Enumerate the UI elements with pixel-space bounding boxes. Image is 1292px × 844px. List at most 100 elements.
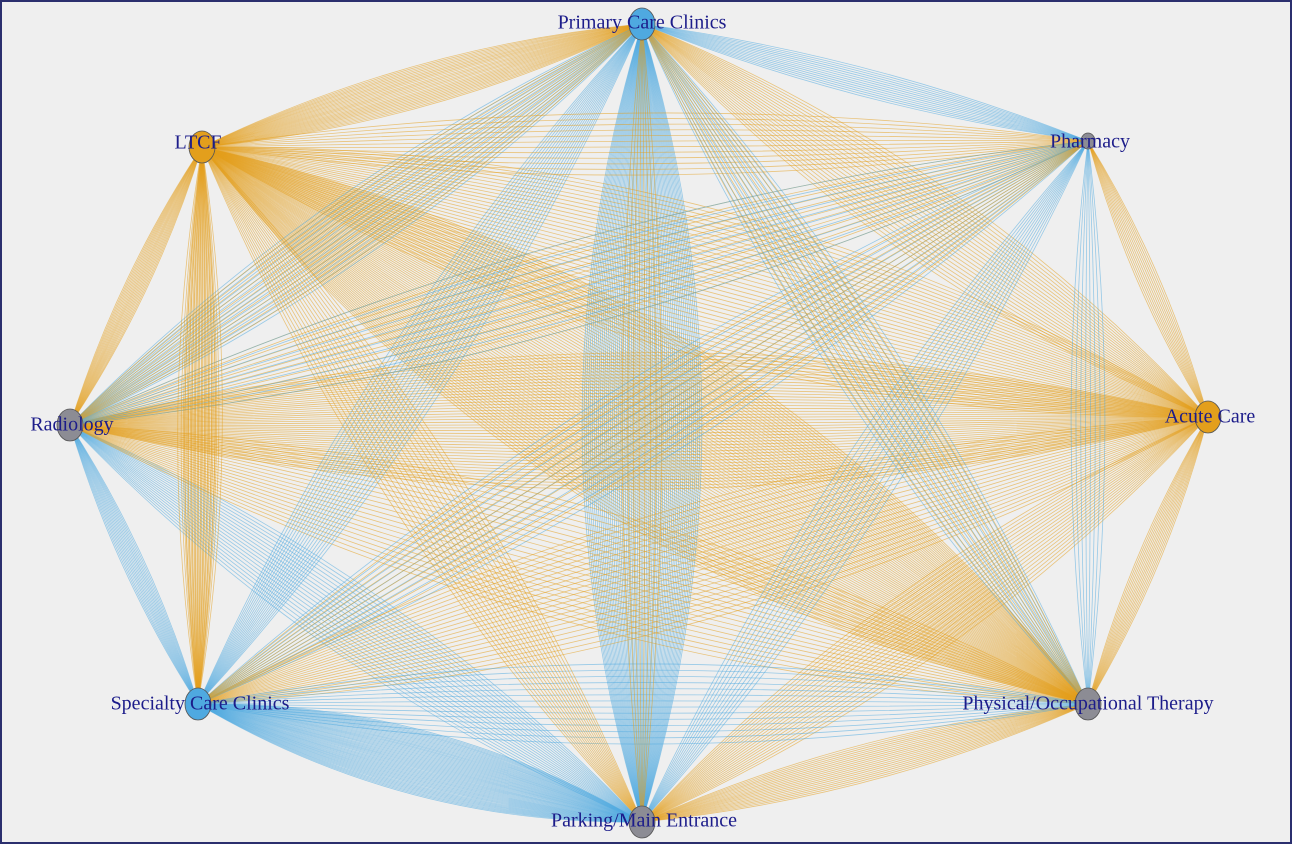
edge bbox=[197, 23, 643, 705]
edge bbox=[197, 703, 643, 823]
edge bbox=[201, 146, 1089, 705]
edge bbox=[197, 703, 643, 823]
edge bbox=[201, 146, 1209, 418]
edge bbox=[201, 23, 643, 148]
node bbox=[1080, 132, 1096, 150]
edge bbox=[201, 112, 1089, 148]
edge bbox=[197, 669, 1089, 705]
edge bbox=[197, 146, 218, 705]
edge bbox=[1087, 140, 1209, 418]
edge bbox=[627, 23, 643, 823]
edge bbox=[197, 703, 643, 823]
edge bbox=[69, 146, 203, 426]
edge bbox=[197, 703, 643, 823]
edge bbox=[641, 140, 1089, 823]
edge bbox=[1087, 140, 1209, 418]
edge bbox=[69, 424, 199, 705]
edge bbox=[69, 23, 643, 426]
edge bbox=[641, 23, 1089, 142]
edge bbox=[197, 703, 643, 823]
edge bbox=[641, 23, 1089, 705]
edge bbox=[641, 23, 1089, 142]
edge bbox=[641, 23, 1089, 705]
edge bbox=[197, 140, 1089, 705]
edge bbox=[201, 146, 1209, 418]
edge bbox=[69, 424, 643, 823]
edge bbox=[69, 140, 1089, 426]
edge bbox=[69, 424, 1089, 705]
edge bbox=[69, 23, 643, 426]
edge bbox=[641, 703, 1089, 823]
edge bbox=[641, 23, 663, 823]
edge bbox=[641, 23, 1209, 418]
edge bbox=[201, 23, 643, 148]
edge bbox=[197, 703, 643, 823]
edge bbox=[201, 146, 643, 823]
edge bbox=[1087, 416, 1209, 705]
edge bbox=[201, 146, 643, 823]
edge bbox=[201, 146, 643, 823]
edge bbox=[69, 424, 1089, 705]
edge bbox=[69, 424, 1089, 705]
edge bbox=[641, 703, 1089, 823]
edge bbox=[641, 23, 1209, 418]
edge bbox=[69, 424, 643, 823]
edge bbox=[197, 140, 1089, 705]
edge bbox=[69, 23, 643, 426]
edge bbox=[197, 682, 1089, 705]
edge bbox=[201, 146, 643, 823]
edge bbox=[69, 140, 1089, 426]
edge bbox=[201, 23, 643, 148]
edge bbox=[201, 140, 1089, 149]
edge bbox=[197, 23, 643, 705]
edge bbox=[69, 146, 203, 426]
edge bbox=[641, 703, 1089, 823]
edge bbox=[1087, 416, 1209, 705]
edge bbox=[69, 23, 643, 426]
edge bbox=[641, 140, 1089, 823]
edge bbox=[201, 146, 1209, 418]
edge bbox=[197, 140, 1089, 705]
edge bbox=[201, 129, 1089, 148]
edge bbox=[69, 23, 643, 426]
edge bbox=[197, 140, 1089, 705]
edge bbox=[641, 23, 1089, 142]
edge bbox=[641, 23, 1209, 418]
edge bbox=[197, 23, 643, 705]
edge bbox=[641, 416, 1209, 823]
edge bbox=[1075, 140, 1089, 705]
edge bbox=[641, 23, 1089, 142]
edge bbox=[201, 146, 1209, 418]
edge bbox=[201, 23, 643, 148]
edge bbox=[197, 416, 1209, 705]
edge bbox=[201, 23, 643, 148]
edge bbox=[69, 424, 643, 823]
edge bbox=[1087, 416, 1209, 705]
edge bbox=[641, 23, 1089, 705]
edge bbox=[641, 23, 1089, 142]
edge bbox=[201, 23, 643, 148]
edge bbox=[1087, 140, 1209, 418]
edge bbox=[201, 146, 643, 823]
edge bbox=[201, 146, 1209, 418]
edge bbox=[69, 424, 199, 705]
edge bbox=[201, 146, 643, 823]
edge bbox=[197, 23, 643, 705]
edge bbox=[197, 416, 1209, 705]
node bbox=[628, 7, 656, 41]
edge bbox=[641, 23, 1089, 705]
edge bbox=[69, 146, 203, 426]
edge bbox=[197, 140, 1089, 705]
edge bbox=[1087, 416, 1209, 705]
edge bbox=[641, 23, 1089, 705]
edge bbox=[197, 703, 643, 823]
edge bbox=[197, 146, 220, 705]
edge bbox=[197, 146, 211, 705]
edge bbox=[193, 146, 203, 705]
edge bbox=[197, 140, 1089, 705]
edge bbox=[1087, 140, 1209, 418]
edge bbox=[197, 416, 1209, 705]
edge bbox=[69, 146, 203, 426]
edge bbox=[1087, 140, 1209, 418]
edge bbox=[197, 703, 643, 823]
